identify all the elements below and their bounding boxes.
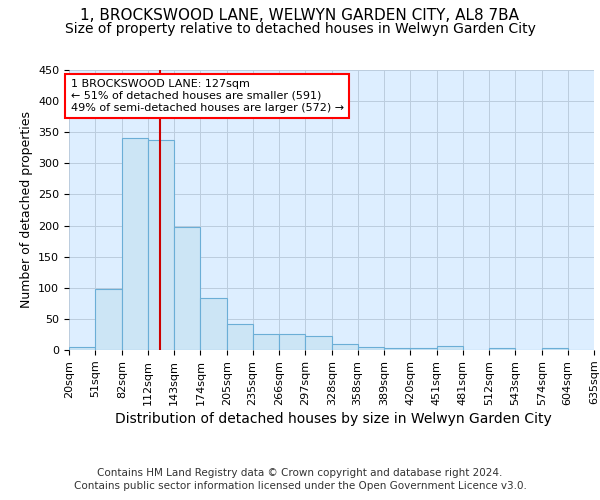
Bar xyxy=(200,298,227,350)
Bar xyxy=(148,140,174,350)
Bar xyxy=(122,138,148,350)
Bar xyxy=(174,228,200,350)
Text: Distribution of detached houses by size in Welwyn Garden City: Distribution of detached houses by size … xyxy=(115,412,551,426)
Bar xyxy=(358,347,384,350)
Bar xyxy=(332,344,358,350)
Bar xyxy=(69,347,95,350)
Bar xyxy=(542,348,568,350)
Bar xyxy=(437,346,463,350)
Bar xyxy=(489,348,515,350)
Bar xyxy=(253,334,279,350)
Bar xyxy=(410,348,437,350)
Text: Contains HM Land Registry data © Crown copyright and database right 2024.: Contains HM Land Registry data © Crown c… xyxy=(97,468,503,477)
Bar xyxy=(95,289,122,350)
Bar xyxy=(384,348,410,350)
Text: 1, BROCKSWOOD LANE, WELWYN GARDEN CITY, AL8 7BA: 1, BROCKSWOOD LANE, WELWYN GARDEN CITY, … xyxy=(80,8,520,22)
Text: 1 BROCKSWOOD LANE: 127sqm
← 51% of detached houses are smaller (591)
49% of semi: 1 BROCKSWOOD LANE: 127sqm ← 51% of detac… xyxy=(71,80,344,112)
Bar xyxy=(279,334,305,350)
Text: Contains public sector information licensed under the Open Government Licence v3: Contains public sector information licen… xyxy=(74,481,526,491)
Bar xyxy=(227,324,253,350)
Y-axis label: Number of detached properties: Number of detached properties xyxy=(20,112,32,308)
Bar xyxy=(305,336,332,350)
Text: Size of property relative to detached houses in Welwyn Garden City: Size of property relative to detached ho… xyxy=(65,22,535,36)
